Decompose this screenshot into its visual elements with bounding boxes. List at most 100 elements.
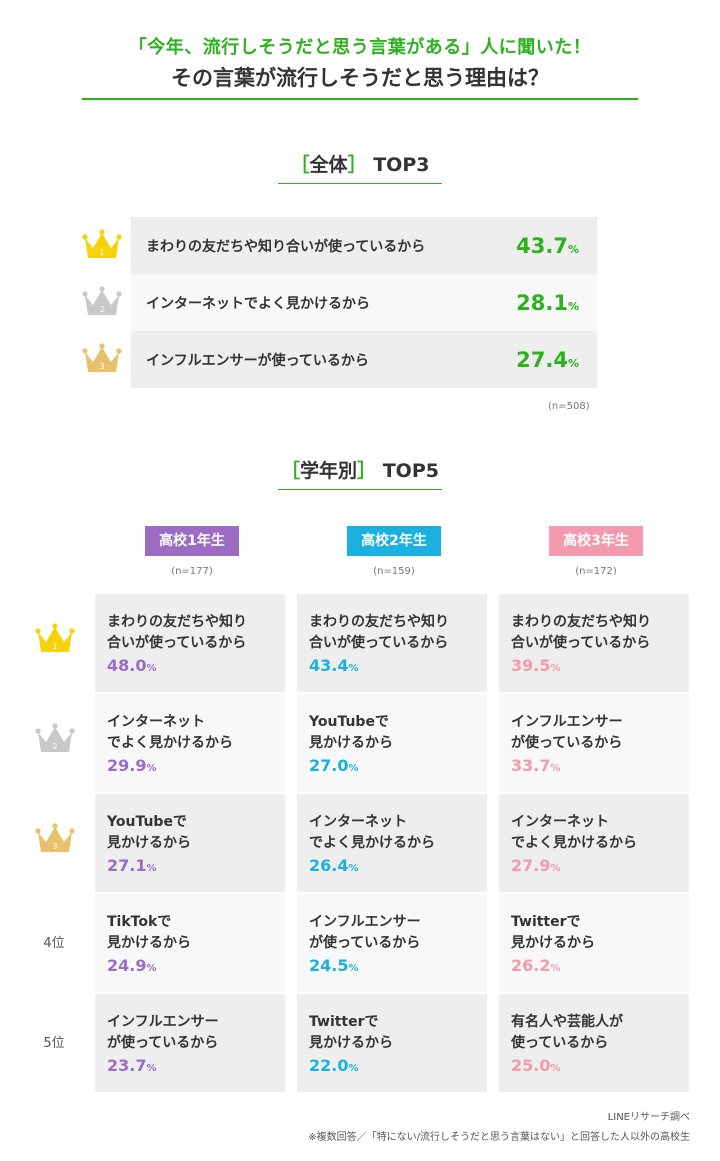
overall-heading-rule bbox=[278, 183, 442, 184]
grade-cell-value: 27.9% bbox=[511, 856, 677, 875]
grade-cell-value: 29.9% bbox=[107, 756, 273, 775]
overall-row: インフルエンサーが使っているから 27.4% bbox=[131, 331, 597, 388]
grade-rank-label-5: 5位 bbox=[43, 1036, 65, 1051]
grade-cell-value: 33.7% bbox=[511, 756, 677, 775]
grade-cell: まわりの友だちや知り 合いが使っているから 39.5% bbox=[499, 594, 689, 692]
grade-cell-label: インフルエンサー が使っているから bbox=[309, 914, 421, 951]
grade-cell: Twitterで 見かけるから 26.2% bbox=[499, 894, 689, 992]
grade-cell-label: インターネット でよく見かけるから bbox=[511, 814, 637, 851]
crown-rank-3-icon: 3 bbox=[82, 343, 122, 372]
page-title: その言葉が流行しそうだと思う理由は？ bbox=[171, 66, 549, 90]
grade-cell-label: Twitterで 見かけるから bbox=[309, 1014, 393, 1051]
grade-cell: まわりの友だちや知り 合いが使っているから 43.4% bbox=[297, 594, 487, 692]
grade-cell-value-number: 27.1 bbox=[107, 856, 147, 875]
grade-cell-value-unit: % bbox=[550, 763, 561, 774]
overall-row-label: インターネットでよく見かけるから bbox=[146, 295, 370, 312]
grade-cell-value: 27.0% bbox=[309, 756, 475, 775]
crown-rank-1-icon-number: 1 bbox=[99, 248, 104, 257]
overall-row-value: 27.4% bbox=[477, 348, 597, 372]
overall-row-value-unit: % bbox=[567, 242, 579, 256]
grade-cell-value-unit: % bbox=[550, 1063, 561, 1074]
grade-cell-value-unit: % bbox=[348, 863, 359, 874]
grade-cell-value-unit: % bbox=[146, 1063, 157, 1074]
grade-cell-value-unit: % bbox=[348, 963, 359, 974]
grade-sample-size-1: (n=177) bbox=[171, 566, 213, 577]
grade-cell-label: インターネット でよく見かけるから bbox=[107, 714, 233, 751]
grade-cell-value: 25.0% bbox=[511, 1056, 677, 1075]
grade-badge-3: 高校3年生 bbox=[549, 526, 643, 556]
grade-crown-rank-3-icon-number: 3 bbox=[52, 842, 57, 851]
overall-heading-close: ］ bbox=[347, 154, 367, 176]
grade-cell-value-number: 26.4 bbox=[309, 856, 349, 875]
grade-cell-value-number: 39.5 bbox=[511, 656, 551, 675]
grade-cell-value-number: 29.9 bbox=[107, 756, 147, 775]
grade-cell: YouTubeで 見かけるから 27.1% bbox=[95, 794, 285, 892]
grade-cell-value-unit: % bbox=[550, 963, 561, 974]
grade-cell-value-unit: % bbox=[550, 663, 561, 674]
grade-cell: インフルエンサー が使っているから 33.7% bbox=[499, 694, 689, 792]
grade-heading-rank: TOP5 bbox=[382, 460, 439, 482]
crown-rank-2-icon: 2 bbox=[82, 286, 122, 315]
grade-cell-label: YouTubeで 見かけるから bbox=[309, 714, 393, 751]
grade-cell-label: 有名人や芸能人が 使っているから bbox=[511, 1014, 623, 1051]
grade-crown-rank-3-icon: 3 bbox=[35, 823, 75, 852]
overall-heading: ［全体］ TOP3 bbox=[0, 150, 720, 177]
overall-row-value-number: 27.4 bbox=[516, 347, 568, 372]
grade-cell: インターネット でよく見かけるから 26.4% bbox=[297, 794, 487, 892]
grade-cell-value-number: 27.0 bbox=[309, 756, 349, 775]
grade-cell-value-unit: % bbox=[348, 1063, 359, 1074]
grade-heading-word: 学年別 bbox=[300, 460, 358, 482]
grade-cell-value-number: 48.0 bbox=[107, 656, 147, 675]
grade-cell: TikTokで 見かけるから 24.9% bbox=[95, 894, 285, 992]
grade-sample-size-2: (n=159) bbox=[373, 566, 415, 577]
grade-cell-value-number: 27.9 bbox=[511, 856, 551, 875]
grade-cell-value-unit: % bbox=[146, 663, 157, 674]
overall-heading-word: 全体 bbox=[309, 154, 348, 176]
grade-cell-value-unit: % bbox=[550, 863, 561, 874]
grade-cell: インフルエンサー が使っているから 24.5% bbox=[297, 894, 487, 992]
grade-cell-value: 27.1% bbox=[107, 856, 273, 875]
grade-cell-value-unit: % bbox=[146, 763, 157, 774]
overall-row-value-unit: % bbox=[567, 299, 579, 313]
grade-cell-value-unit: % bbox=[146, 963, 157, 974]
overall-row-value-unit: % bbox=[567, 356, 579, 370]
grade-cell-value-number: 24.9 bbox=[107, 956, 147, 975]
crown-rank-1-icon: 1 bbox=[82, 229, 122, 258]
grade-cell-value: 24.5% bbox=[309, 956, 475, 975]
grade-cell-value-number: 23.7 bbox=[107, 1056, 147, 1075]
grade-cell-value: 48.0% bbox=[107, 656, 273, 675]
overall-row: まわりの友だちや知り合いが使っているから 43.7% bbox=[131, 217, 597, 274]
grade-cell-value-number: 25.0 bbox=[511, 1056, 551, 1075]
crown-rank-2-icon-number: 2 bbox=[99, 305, 104, 314]
grade-cell-value-unit: % bbox=[348, 663, 359, 674]
grade-crown-rank-1-icon: 1 bbox=[35, 623, 75, 652]
overall-row-value-number: 43.7 bbox=[516, 233, 568, 258]
grade-sample-size-3: (n=172) bbox=[575, 566, 617, 577]
footnote: ※複数回答／「特にない/流行しそうだと思う言葉はない」と回答した人以外の高校生 bbox=[308, 1132, 690, 1143]
grade-cell-value: 26.2% bbox=[511, 956, 677, 975]
overall-sample-size: (n=508) bbox=[548, 401, 590, 412]
overall-row-label: まわりの友だちや知り合いが使っているから bbox=[146, 238, 426, 255]
grade-cell: インフルエンサー が使っているから 23.7% bbox=[95, 994, 285, 1092]
grade-cell-label: Twitterで 見かけるから bbox=[511, 914, 595, 951]
grade-cell-value-number: 26.2 bbox=[511, 956, 551, 975]
grade-cell-label: まわりの友だちや知り 合いが使っているから bbox=[511, 614, 651, 651]
overall-row-label: インフルエンサーが使っているから bbox=[146, 352, 369, 369]
grade-cell-value: 26.4% bbox=[309, 856, 475, 875]
grade-crown-rank-2-icon-number: 2 bbox=[52, 742, 57, 751]
grade-badge-2: 高校2年生 bbox=[347, 526, 441, 556]
grade-heading: ［学年別］ TOP5 bbox=[0, 456, 720, 483]
grade-cell-value: 23.7% bbox=[107, 1056, 273, 1075]
grade-cell-value-number: 33.7 bbox=[511, 756, 551, 775]
grade-cell-value: 39.5% bbox=[511, 656, 677, 675]
grade-cell: 有名人や芸能人が 使っているから 25.0% bbox=[499, 994, 689, 1092]
grade-cell: YouTubeで 見かけるから 27.0% bbox=[297, 694, 487, 792]
grade-cell-value-number: 22.0 bbox=[309, 1056, 349, 1075]
grade-cell: インターネット でよく見かけるから 29.9% bbox=[95, 694, 285, 792]
grade-cell-label: インフルエンサー が使っているから bbox=[511, 714, 623, 751]
survey-subtitle: 「今年、流行しそうだと思う言葉がある」人に聞いた！ bbox=[128, 37, 592, 58]
grade-heading-rule bbox=[278, 489, 442, 490]
grade-cell-value: 43.4% bbox=[309, 656, 475, 675]
grade-cell-label: TikTokで 見かけるから bbox=[107, 914, 191, 951]
grade-cell: まわりの友だちや知り 合いが使っているから 48.0% bbox=[95, 594, 285, 692]
